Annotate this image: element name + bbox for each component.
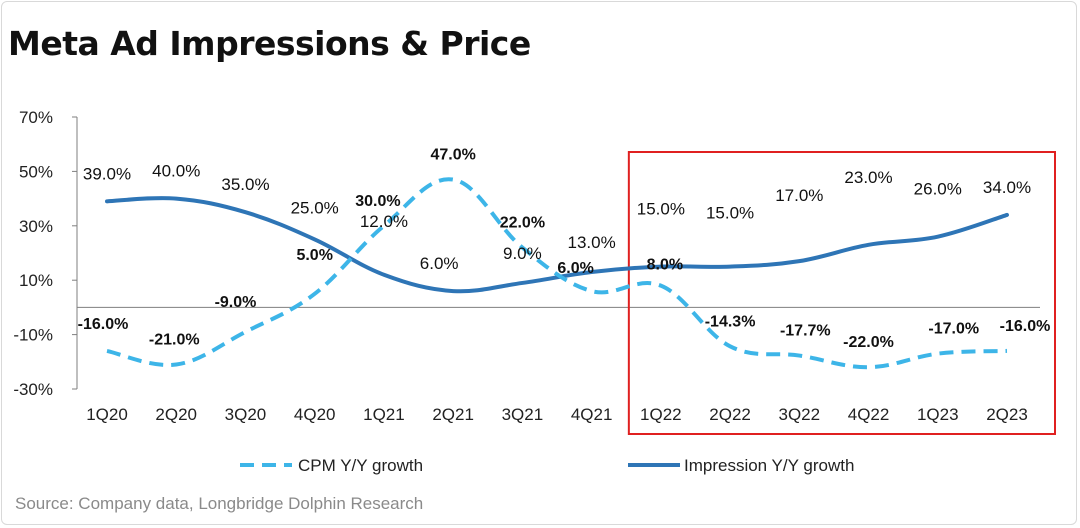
x-tick-label: 1Q21	[363, 405, 405, 424]
x-tick-label: 3Q21	[502, 405, 544, 424]
x-tick-label: 4Q21	[571, 405, 613, 424]
cpm-data-label: 8.0%	[647, 257, 683, 274]
impression-data-label: 39.0%	[83, 164, 131, 183]
impression-data-label: 6.0%	[420, 254, 459, 273]
impression-data-label: 13.0%	[568, 233, 616, 252]
impression-data-label: 15.0%	[706, 204, 754, 223]
x-tick-label: 2Q23	[986, 405, 1028, 424]
series-lines	[105, 177, 1009, 370]
impression-data-label: 12.0%	[360, 212, 408, 231]
cpm-data-label: -17.7%	[780, 323, 831, 340]
impression-data-label: 17.0%	[775, 186, 823, 205]
impression-data-label: 23.0%	[844, 168, 892, 187]
legend: CPM Y/Y growth Impression Y/Y growth	[240, 456, 854, 475]
x-tick-label: 2Q22	[709, 405, 751, 424]
highlight-box	[627, 151, 1056, 435]
cpm-data-label: -22.0%	[843, 334, 894, 351]
x-tick-label: 2Q20	[155, 405, 197, 424]
cpm-data-label: 30.0%	[355, 193, 400, 210]
y-tick-label: 70%	[19, 108, 53, 127]
chart-title: Meta Ad Impressions & Price	[8, 24, 531, 63]
x-tick-label: 4Q22	[848, 405, 890, 424]
axes: 70% 50% 30% 10% -10% -30% 1Q20 2Q20 3Q20 4Q20 1Q21…	[13, 108, 1040, 424]
cpm-data-label: 6.0%	[557, 260, 593, 277]
cpm-data-label: -21.0%	[149, 332, 200, 349]
impression-series-line	[105, 196, 1009, 294]
impression-data-label: 25.0%	[291, 198, 339, 217]
x-tick-label: 2Q21	[432, 405, 474, 424]
impression-data-label: 35.0%	[221, 175, 269, 194]
cpm-data-label: 47.0%	[430, 147, 475, 164]
impression-data-label: 34.0%	[983, 178, 1031, 197]
y-tick-label: -10%	[13, 326, 53, 345]
y-tick-label: 30%	[19, 217, 53, 236]
cpm-data-label: 22.0%	[500, 215, 545, 232]
data-labels: 39.0% 40.0% 35.0% 25.0% 12.0% 6.0% 9.0% 13.0% 15…	[78, 147, 1051, 352]
x-tick-label: 1Q22	[640, 405, 682, 424]
y-tick-label: -30%	[13, 380, 53, 399]
impression-data-label: 9.0%	[503, 244, 542, 263]
impression-data-label: 26.0%	[914, 180, 962, 199]
x-tick-label: 4Q20	[294, 405, 336, 424]
x-tick-label: 1Q23	[917, 405, 959, 424]
cpm-data-label: -14.3%	[705, 313, 756, 330]
cpm-data-label: -9.0%	[215, 294, 257, 311]
impression-data-label: 40.0%	[152, 162, 200, 181]
cpm-series-line	[106, 177, 1008, 370]
highlight-box-group	[627, 151, 1056, 435]
cpm-data-label: -16.0%	[1000, 318, 1051, 335]
x-tick-label: 3Q20	[225, 405, 267, 424]
source-note: Source: Company data, Longbridge Dolphin…	[15, 494, 424, 513]
x-tick-label: 3Q22	[779, 405, 821, 424]
legend-cpm-label: CPM Y/Y growth	[298, 456, 423, 475]
y-tick-label: 50%	[19, 162, 53, 181]
legend-impression-label: Impression Y/Y growth	[684, 456, 854, 475]
impression-data-label: 15.0%	[637, 200, 685, 219]
x-tick-label: 1Q20	[86, 405, 128, 424]
cpm-data-label: -16.0%	[78, 316, 129, 333]
y-tick-label: 10%	[19, 271, 53, 290]
cpm-data-label: 5.0%	[296, 247, 332, 264]
cpm-data-label: -17.0%	[928, 321, 979, 338]
